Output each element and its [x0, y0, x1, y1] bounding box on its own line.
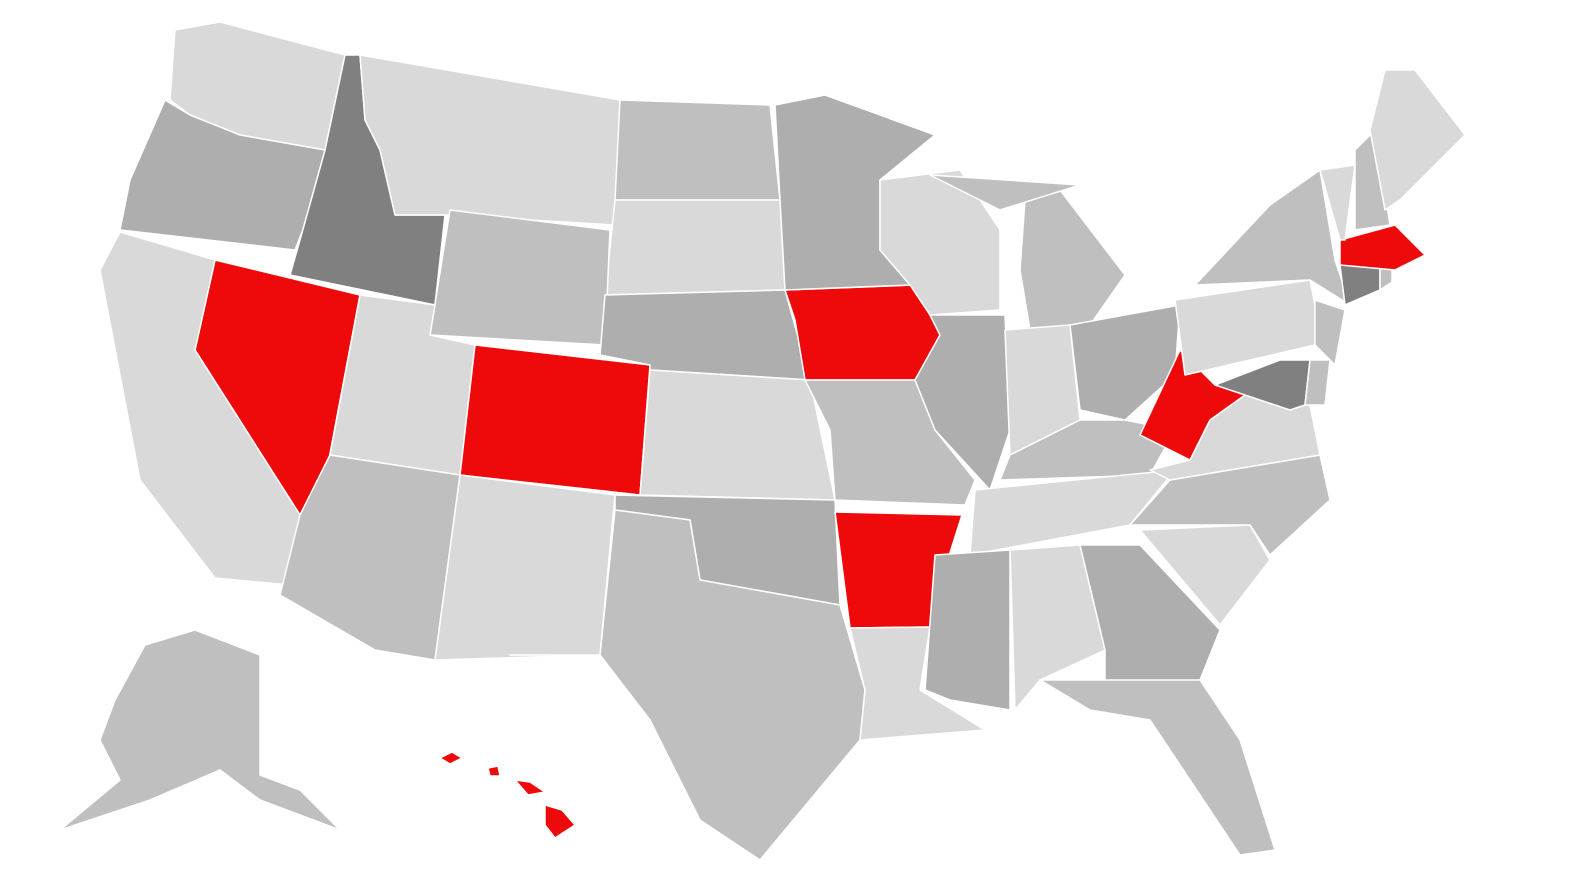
state-co — [459, 344, 651, 496]
state-me — [1369, 69, 1466, 211]
state-shape-co — [459, 344, 651, 496]
state-shape-nm — [434, 474, 616, 661]
state-ia — [784, 284, 941, 381]
state-sc — [1139, 524, 1271, 626]
state-oh — [1069, 304, 1181, 421]
state-sd — [604, 199, 786, 296]
state-shape-ms — [924, 549, 1011, 711]
state-ms — [924, 549, 1011, 711]
state-wy — [429, 209, 611, 346]
state-de — [1304, 359, 1331, 406]
state-shape-nh — [1354, 129, 1391, 231]
state-shape-oh — [1069, 304, 1181, 421]
state-ak — [59, 629, 341, 831]
state-shape-sd — [604, 199, 786, 296]
state-al — [1009, 544, 1106, 711]
state-shape-ak — [59, 629, 341, 831]
state-shape-mt — [359, 54, 621, 226]
state-shape-sc — [1139, 524, 1271, 626]
state-vt — [1319, 164, 1356, 241]
state-shape-vt — [1319, 164, 1356, 241]
state-nd — [614, 99, 781, 201]
state-shape-nd — [614, 99, 781, 201]
state-shape-de — [1304, 359, 1331, 406]
state-shape-hi — [439, 751, 463, 765]
state-tx — [509, 509, 866, 861]
state-fl — [1039, 679, 1276, 856]
state-shape-nj — [1314, 299, 1346, 366]
state-ks — [639, 369, 836, 501]
state-shape-mi — [929, 174, 1081, 211]
state-shape-hi — [514, 779, 546, 796]
state-ma — [1339, 224, 1426, 271]
state-nh — [1354, 129, 1391, 231]
state-nj — [1314, 299, 1346, 366]
state-hi — [439, 751, 576, 839]
state-shape-mi — [1019, 189, 1126, 331]
state-shape-ia — [784, 284, 941, 381]
state-mt — [359, 54, 621, 226]
state-ny — [1194, 169, 1351, 306]
state-shape-fl — [1039, 679, 1276, 856]
state-shape-hi — [544, 804, 576, 839]
state-shape-ks — [639, 369, 836, 501]
state-shape-hi — [487, 765, 501, 777]
state-shape-ny — [1194, 169, 1351, 306]
state-shape-tx — [509, 509, 866, 861]
state-mi — [929, 174, 1126, 331]
state-shape-wy — [429, 209, 611, 346]
state-shape-al — [1009, 544, 1106, 711]
state-shape-ma — [1339, 224, 1426, 271]
state-nm — [434, 474, 616, 661]
state-shape-me — [1369, 69, 1466, 211]
